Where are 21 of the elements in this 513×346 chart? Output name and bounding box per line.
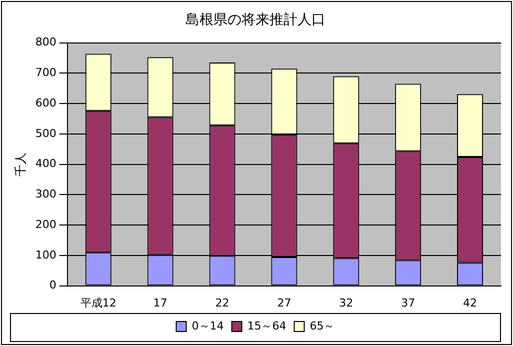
- x-tick-label: 42: [463, 296, 478, 310]
- y-tick-label: 400: [35, 157, 56, 170]
- y-tick-label: 0: [49, 278, 56, 292]
- y-tick-label: 100: [35, 248, 56, 262]
- y-tick-label: 700: [35, 66, 56, 80]
- legend-label: 65～: [310, 319, 335, 332]
- y-tick-label: 500: [35, 126, 56, 140]
- y-tick-label: 800: [35, 36, 56, 49]
- y-tick-label: 600: [35, 96, 56, 110]
- x-tick-label: 平成12: [80, 296, 116, 310]
- legend-label: 15～64: [247, 319, 286, 332]
- x-tick-label: 32: [339, 296, 354, 310]
- x-tick-label: 17: [153, 296, 168, 310]
- chart-title: 島根県の将来推計人口: [186, 12, 326, 28]
- y-tick-label: 300: [35, 188, 56, 201]
- x-tick-label: 27: [277, 296, 292, 310]
- y-axis-title: 千人: [13, 152, 28, 176]
- legend-label: 0～14: [192, 319, 224, 332]
- x-tick-label: 22: [215, 296, 230, 310]
- y-tick-label: 200: [35, 218, 56, 231]
- x-tick-label: 37: [401, 296, 416, 310]
